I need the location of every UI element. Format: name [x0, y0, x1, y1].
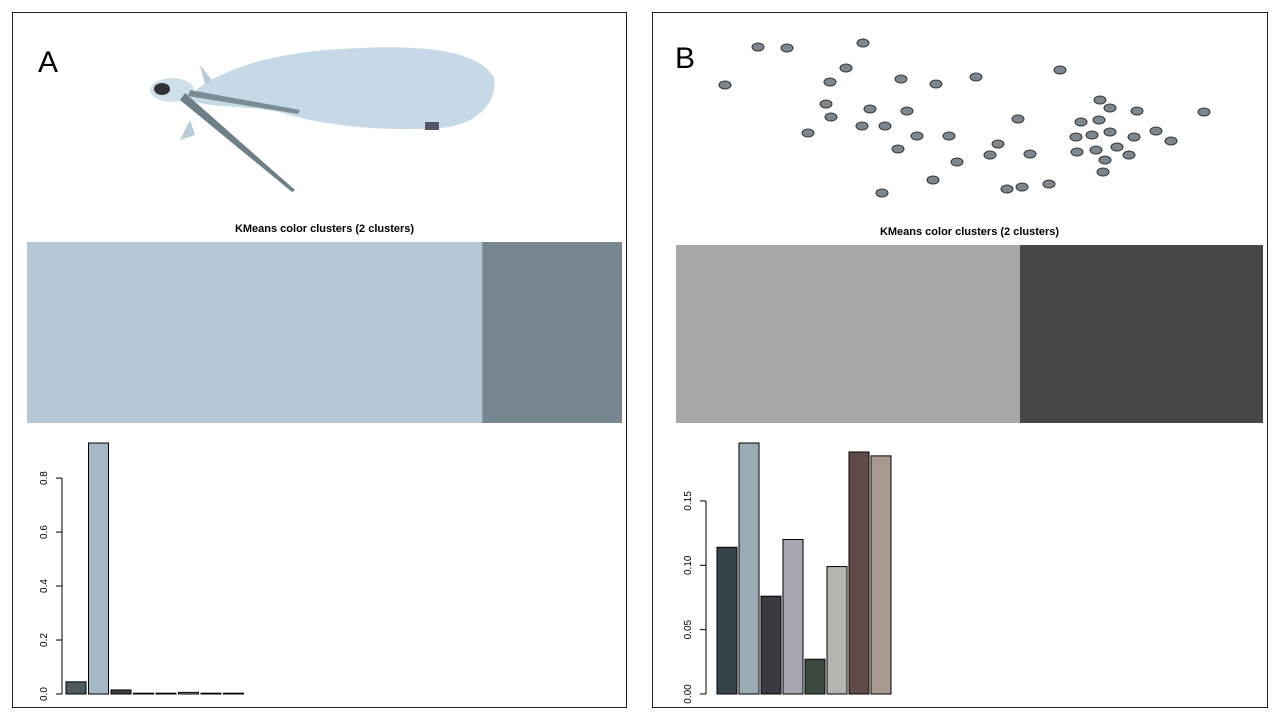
y-tick-label: 0.2 — [39, 633, 50, 647]
animal — [1053, 65, 1067, 75]
animal — [910, 131, 924, 141]
panel-frame — [652, 12, 1268, 708]
animal — [855, 121, 869, 131]
bar — [133, 692, 154, 695]
y-tick-label: 0.8 — [39, 471, 50, 485]
animal — [875, 188, 889, 198]
animal — [824, 112, 838, 122]
animal — [1011, 114, 1025, 124]
animal — [780, 43, 794, 53]
animal — [983, 150, 997, 160]
animal — [1085, 130, 1099, 140]
animal — [819, 99, 833, 109]
animal — [1164, 136, 1178, 146]
y-tick-label: 0.6 — [39, 525, 50, 539]
animal — [900, 106, 914, 116]
animal — [1127, 132, 1141, 142]
animal — [1000, 184, 1014, 194]
animal — [718, 80, 732, 90]
animal — [991, 139, 1005, 149]
animal — [1042, 179, 1056, 189]
bar — [65, 681, 87, 695]
animal — [942, 131, 956, 141]
animal — [1130, 106, 1144, 116]
bar — [155, 692, 177, 695]
y-tick-label: 0.0 — [39, 687, 50, 701]
animal — [969, 72, 983, 82]
animal — [823, 77, 837, 87]
y-tick-label: 0.15 — [683, 491, 694, 511]
animal — [839, 63, 853, 73]
cluster-segment — [27, 242, 483, 423]
animal — [856, 38, 870, 48]
y-tick-label: 0.05 — [683, 619, 694, 639]
cluster-segment — [676, 245, 1020, 423]
animal — [1110, 142, 1124, 152]
bar — [782, 539, 804, 695]
panel-frame — [12, 12, 627, 708]
photo — [718, 38, 1211, 198]
bar — [738, 442, 760, 695]
animal — [1074, 117, 1088, 127]
animal — [1149, 126, 1163, 136]
animal — [1197, 107, 1211, 117]
animal — [1122, 150, 1136, 160]
animal — [1070, 147, 1084, 157]
bar — [223, 692, 244, 695]
bar — [716, 546, 738, 695]
bar — [826, 566, 848, 695]
animal — [950, 157, 964, 167]
animal — [894, 74, 908, 84]
y-tick-label: 0.00 — [683, 684, 694, 704]
animal — [751, 42, 765, 52]
animal — [1093, 95, 1107, 105]
animal — [1096, 167, 1110, 177]
cluster-segment — [482, 242, 622, 423]
bar — [848, 451, 870, 695]
bar — [200, 692, 222, 695]
animal — [1069, 132, 1083, 142]
y-tick-label: 0.10 — [683, 555, 694, 575]
cluster-segment — [1019, 245, 1263, 423]
panel-label: A — [38, 46, 58, 79]
bar — [804, 658, 826, 695]
animal — [926, 175, 940, 185]
y-tick-label: 0.4 — [39, 579, 50, 593]
bar — [110, 689, 132, 695]
animal — [878, 121, 892, 131]
bar — [178, 691, 199, 695]
photo — [150, 47, 495, 192]
animal — [801, 128, 815, 138]
bar — [88, 442, 109, 695]
animal — [929, 79, 943, 89]
panel-label: B — [675, 42, 695, 75]
animal — [1103, 103, 1117, 113]
bar — [870, 455, 892, 695]
animal — [1092, 115, 1106, 125]
strip-title: KMeans color clusters (2 clusters) — [235, 223, 414, 235]
animal — [863, 104, 877, 114]
animal — [891, 144, 905, 154]
animal — [1015, 182, 1029, 192]
strip-title: KMeans color clusters (2 clusters) — [880, 226, 1059, 238]
animal — [1089, 145, 1103, 155]
animal — [1098, 155, 1112, 165]
bar — [760, 595, 782, 695]
animal — [1103, 127, 1117, 137]
animal — [1023, 149, 1037, 159]
